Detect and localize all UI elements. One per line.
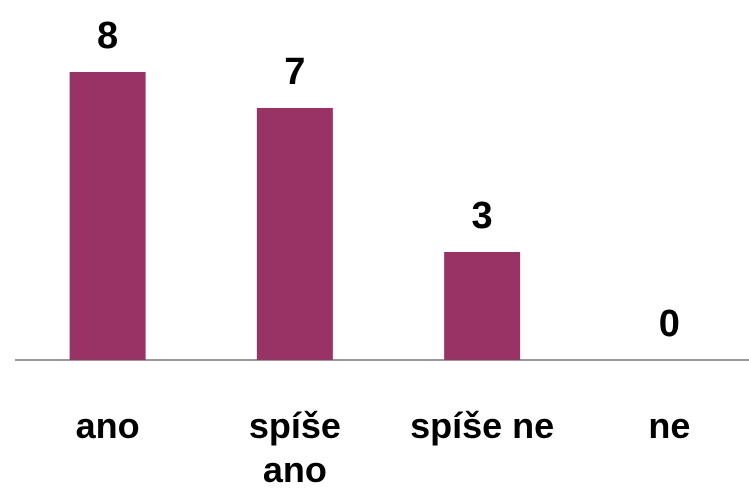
x-tick-label: spíše ano (248, 405, 341, 490)
data-label: 8 (97, 15, 118, 57)
x-tick-label: ne (648, 405, 691, 446)
bar (69, 72, 146, 360)
bar (256, 108, 333, 360)
bar (444, 252, 521, 360)
x-tick-label: spíše ne (410, 405, 555, 446)
data-label: 7 (284, 51, 305, 93)
data-label: 0 (659, 303, 680, 345)
data-label: 3 (472, 195, 493, 237)
x-tick-label: ano (75, 405, 140, 446)
